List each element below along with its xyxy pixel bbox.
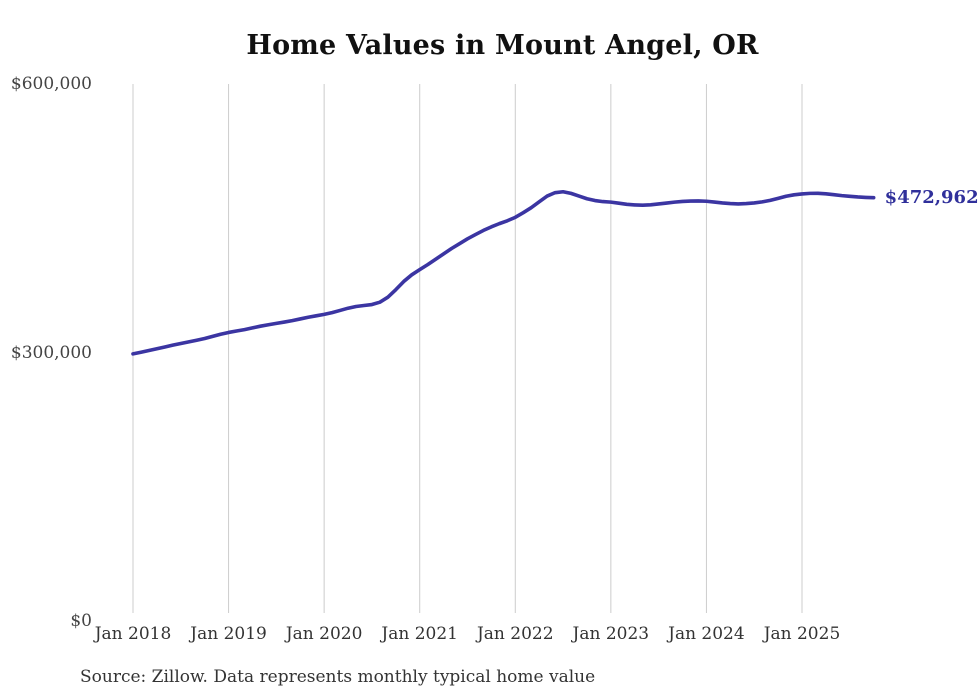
x-axis-tick-label: Jan 2020 [285,624,363,644]
x-axis-tick-label: Jan 2024 [668,624,745,644]
y-axis-tick-label: $600,000 [10,74,92,94]
y-axis-tick-label: $300,000 [10,342,92,363]
x-axis-tick-label: Jan 2018 [94,624,172,644]
source-note: Source: Zillow. Data represents monthly … [80,667,596,687]
x-axis-tick-label: Jan 2021 [381,624,458,644]
end-value-label: $472,962 [884,186,979,208]
y-axis-tick-label: $0 [70,611,92,631]
x-axis-tick-label: Jan 2019 [190,624,267,644]
chart-title: Home Values in Mount Angel, OR [246,30,759,61]
home-value-line [131,189,876,356]
x-axis-tick-label: Jan 2022 [476,624,554,644]
x-axis-tick-label: Jan 2023 [572,624,650,644]
x-axis-tick-label: Jan 2025 [763,624,841,644]
